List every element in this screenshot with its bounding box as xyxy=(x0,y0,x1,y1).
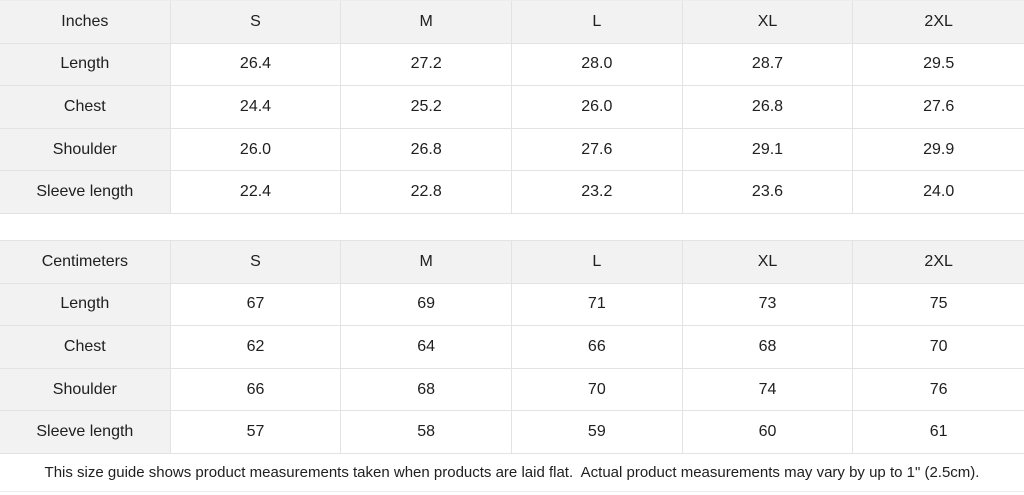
value-cell: 67 xyxy=(170,283,342,327)
value-cell: 22.8 xyxy=(341,171,512,214)
table-row: Length 67 69 71 73 75 xyxy=(0,283,1024,327)
size-header-cell-m: M xyxy=(341,1,512,44)
value-cell: 28.7 xyxy=(682,43,854,87)
table-row: Length 26.4 27.2 28.0 28.7 29.5 xyxy=(0,43,1024,87)
table-row: Chest 62 64 66 68 70 xyxy=(0,326,1024,369)
value-cell: 71 xyxy=(512,283,683,327)
unit-header-cell: Centimeters xyxy=(0,240,171,284)
value-cell: 24.0 xyxy=(853,171,1024,214)
row-label-cell: Chest xyxy=(0,326,171,369)
value-cell: 69 xyxy=(341,283,512,327)
size-header-cell-xl: XL xyxy=(682,1,854,44)
value-cell: 70 xyxy=(853,326,1024,369)
value-cell: 66 xyxy=(170,368,342,412)
value-cell: 26.0 xyxy=(512,86,683,129)
size-table-centimeters: Centimeters S M L XL 2XL Length 67 69 71… xyxy=(0,240,1024,454)
value-cell: 60 xyxy=(682,411,854,454)
footer-note: This size guide shows product measuremen… xyxy=(0,453,1024,492)
value-cell: 23.2 xyxy=(512,171,683,214)
value-cell: 57 xyxy=(170,411,342,454)
value-cell: 26.8 xyxy=(682,86,854,129)
value-cell: 27.2 xyxy=(341,43,512,87)
value-cell: 26.4 xyxy=(170,43,342,87)
table-row: Sleeve length 22.4 22.8 23.2 23.6 24.0 xyxy=(0,171,1024,214)
value-cell: 29.1 xyxy=(682,128,854,172)
value-cell: 29.5 xyxy=(853,43,1024,87)
size-table-inches: Inches S M L XL 2XL Length 26.4 27.2 28.… xyxy=(0,0,1024,214)
size-header-cell-2xl: 2XL xyxy=(853,1,1024,44)
value-cell: 61 xyxy=(853,411,1024,454)
value-cell: 27.6 xyxy=(853,86,1024,129)
row-label-cell: Chest xyxy=(0,86,171,129)
value-cell: 66 xyxy=(512,326,683,369)
table-row: Chest 24.4 25.2 26.0 26.8 27.6 xyxy=(0,86,1024,129)
unit-header-cell: Inches xyxy=(0,1,171,44)
size-header-cell-s: S xyxy=(170,1,342,44)
row-label-cell: Sleeve length xyxy=(0,411,171,454)
value-cell: 75 xyxy=(853,283,1024,327)
value-cell: 25.2 xyxy=(341,86,512,129)
value-cell: 73 xyxy=(682,283,854,327)
table-header-row: Inches S M L XL 2XL xyxy=(0,1,1024,44)
size-header-cell-m: M xyxy=(341,240,512,284)
table-row: Sleeve length 57 58 59 60 61 xyxy=(0,411,1024,454)
table-gap xyxy=(0,213,1024,241)
value-cell: 64 xyxy=(341,326,512,369)
value-cell: 29.9 xyxy=(853,128,1024,172)
value-cell: 24.4 xyxy=(170,86,342,129)
size-header-cell-l: L xyxy=(512,240,683,284)
value-cell: 74 xyxy=(682,368,854,412)
table-row: Shoulder 66 68 70 74 76 xyxy=(0,368,1024,412)
value-cell: 26.8 xyxy=(341,128,512,172)
value-cell: 76 xyxy=(853,368,1024,412)
value-cell: 59 xyxy=(512,411,683,454)
size-header-cell-l: L xyxy=(512,1,683,44)
value-cell: 22.4 xyxy=(170,171,342,214)
value-cell: 28.0 xyxy=(512,43,683,87)
value-cell: 68 xyxy=(341,368,512,412)
row-label-cell: Sleeve length xyxy=(0,171,171,214)
row-label-cell: Length xyxy=(0,43,171,87)
row-label-cell: Shoulder xyxy=(0,368,171,412)
value-cell: 58 xyxy=(341,411,512,454)
row-label-cell: Shoulder xyxy=(0,128,171,172)
table-header-row: Centimeters S M L XL 2XL xyxy=(0,240,1024,284)
value-cell: 70 xyxy=(512,368,683,412)
table-row: Shoulder 26.0 26.8 27.6 29.1 29.9 xyxy=(0,128,1024,172)
size-header-cell-s: S xyxy=(170,240,342,284)
row-label-cell: Length xyxy=(0,283,171,327)
value-cell: 27.6 xyxy=(512,128,683,172)
value-cell: 68 xyxy=(682,326,854,369)
size-header-cell-xl: XL xyxy=(682,240,854,284)
size-header-cell-2xl: 2XL xyxy=(853,240,1024,284)
value-cell: 62 xyxy=(170,326,342,369)
value-cell: 23.6 xyxy=(682,171,854,214)
value-cell: 26.0 xyxy=(170,128,342,172)
